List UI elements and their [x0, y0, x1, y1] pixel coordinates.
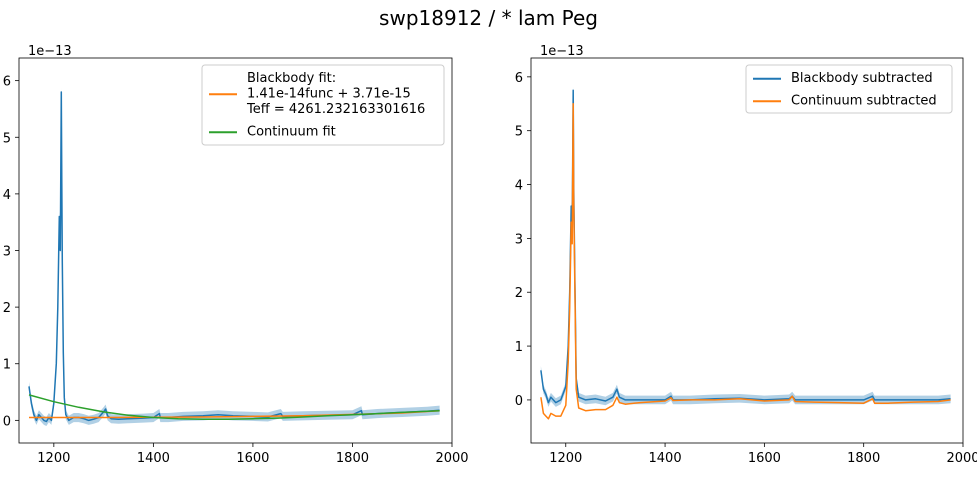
y-tick-label: 6: [3, 75, 11, 90]
legend-label-line: Continuum subtracted: [791, 94, 937, 109]
legend-label-line: Blackbody fit:: [247, 71, 336, 86]
y-tick-label: 5: [515, 125, 523, 140]
x-tick-label: 1400: [649, 451, 682, 466]
y-tick-label: 4: [515, 179, 523, 194]
figure-title: swp18912 / * lam Peg: [379, 6, 598, 30]
x-tick-label: 1200: [549, 451, 582, 466]
series-1: [540, 103, 951, 420]
legend: Blackbody fit: 1.41e-14func + 3.71e-15 Tef…: [201, 64, 445, 146]
legend-label-line: Teff = 4261.232163301616: [246, 102, 425, 117]
legend-label: Continuum fit: [247, 125, 336, 140]
plot-frame: [530, 57, 964, 444]
y-tick-label: 5: [3, 131, 11, 146]
legend-label-line: Continuum fit: [247, 125, 336, 140]
legend: Blackbody subtracted Continuum subtracted: [745, 64, 953, 114]
y-tick-label: 6: [515, 71, 523, 86]
x-tick-label: 2000: [946, 451, 977, 466]
series-2: [28, 394, 440, 420]
series-0: [540, 86, 951, 407]
y-tick-label: 2: [515, 286, 523, 301]
x-tick-label: 1800: [336, 451, 369, 466]
legend-label: Blackbody fit: 1.41e-14func + 3.71e-15 Tef…: [246, 71, 425, 117]
x-tick-label: 1600: [748, 451, 781, 466]
y-tick-label: 0: [515, 394, 523, 409]
legend-label-line: Blackbody subtracted: [791, 71, 933, 86]
y-tick-label: 1: [515, 340, 523, 355]
legend-label: Blackbody subtracted: [791, 71, 933, 86]
y-tick-label: 2: [3, 301, 11, 316]
y-tick-label: 1: [3, 358, 11, 373]
x-tick-label: 1400: [137, 451, 170, 466]
y-tick-label: 4: [3, 188, 11, 203]
x-tick-label: 2000: [435, 451, 468, 466]
y-tick-label: 0: [3, 414, 11, 429]
y-tick-label: 3: [3, 245, 11, 260]
x-tick-label: 1600: [236, 451, 269, 466]
x-tick-label: 1200: [37, 451, 70, 466]
y-tick-label: 3: [515, 232, 523, 247]
y-offset-label: 1e−13: [28, 44, 72, 59]
x-tick-label: 1800: [847, 451, 880, 466]
series-band: [540, 86, 951, 407]
legend-frame: [745, 64, 953, 114]
legend-label-line: 1.41e-14func + 3.71e-15: [247, 87, 411, 102]
y-offset-label: 1e−13: [540, 44, 584, 59]
series-line: [540, 103, 951, 420]
series-line: [540, 89, 951, 404]
series-line: [28, 394, 440, 420]
legend-frame: [201, 64, 445, 146]
legend-label: Continuum subtracted: [791, 94, 937, 109]
